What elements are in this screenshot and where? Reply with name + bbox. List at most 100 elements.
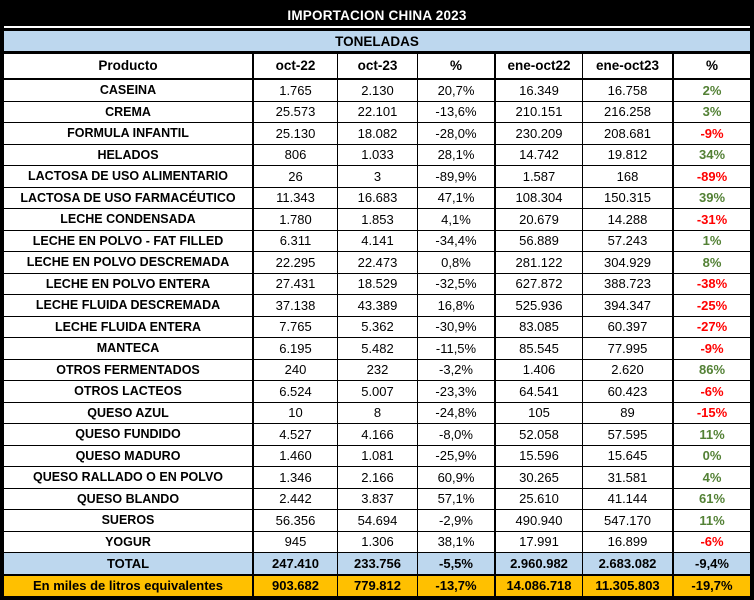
ytd-change-value: 11% <box>699 512 725 528</box>
cell-value: -19,7% <box>691 578 733 594</box>
cell-value: 22.295 <box>254 252 338 273</box>
ytd-change-value: 0% <box>702 448 722 464</box>
product-name: LECHE EN POLVO DESCREMADA <box>4 252 254 273</box>
product-name: FORMULA INFANTIL <box>4 123 254 144</box>
column-header: % <box>418 54 496 78</box>
ytd-change-value: 86% <box>698 362 726 378</box>
cell-value: 1.033 <box>338 144 418 165</box>
total-row: TOTAL 247.410 233.756 -5,5% 2.960.982 2.683.0… <box>4 553 750 574</box>
cell-value: 10 <box>254 402 338 423</box>
table-row: QUESO FUNDIDO 4.527 4.166 -8,0% 52.058 57.595… <box>4 424 750 446</box>
table-row: QUESO MADURO 1.460 1.081 -25,9% 15.596 15.645… <box>4 445 750 467</box>
cell-value: 2.683.082 <box>583 553 674 574</box>
cell-value: 6.524 <box>254 381 338 402</box>
cell-value: 105 <box>496 402 583 423</box>
cell-value: -9,4% <box>695 555 729 571</box>
cell-value: 240 <box>254 359 338 380</box>
cell-value: 281.122 <box>496 252 583 273</box>
cell-value: 20,7% <box>418 80 496 101</box>
cell-value: -34,4% <box>418 230 496 251</box>
cell-value: -3,2% <box>418 359 496 380</box>
cell-value: 6.311 <box>254 230 338 251</box>
ytd-change-value: 1% <box>702 233 722 249</box>
cell-value: 57.243 <box>583 230 674 251</box>
product-name: YOGUR <box>4 531 254 552</box>
row-label: TOTAL <box>4 553 254 574</box>
cell-value: 304.929 <box>583 252 674 273</box>
cell-value: 1.346 <box>254 467 338 488</box>
cell-value: 8 <box>338 402 418 423</box>
cell-value: 60,9% <box>418 467 496 488</box>
product-name: MANTECA <box>4 338 254 359</box>
cell-value: 779.812 <box>338 575 418 596</box>
cell-value: 56.889 <box>496 230 583 251</box>
column-header: % <box>705 58 718 74</box>
cell-value: 26 <box>254 166 338 187</box>
cell-value: 16.899 <box>583 531 674 552</box>
product-name: LACTOSA DE USO ALIMENTARIO <box>4 166 254 187</box>
cell-value: 56.356 <box>254 510 338 531</box>
table-row: OTROS LACTEOS 6.524 5.007 -23,3% 64.541 60.42… <box>4 381 750 403</box>
product-name: QUESO RALLADO O EN POLVO <box>4 467 254 488</box>
cell-value: 7.765 <box>254 316 338 337</box>
cell-value: 14.288 <box>583 209 674 230</box>
product-name: QUESO BLANDO <box>4 488 254 509</box>
cell-value: -30,9% <box>418 316 496 337</box>
footer-row: En miles de litros equivalentes 903.682 77… <box>4 573 750 596</box>
cell-value: 28,1% <box>418 144 496 165</box>
table-subtitle: TONELADAS <box>4 28 750 54</box>
ytd-change-value: 4% <box>702 469 722 485</box>
ytd-change-value: -6% <box>700 383 724 399</box>
cell-value: 1.587 <box>496 166 583 187</box>
table-row: LECHE FLUIDA DESCREMADA 37.138 43.389 16,8%… <box>4 295 750 317</box>
cell-value: 64.541 <box>496 381 583 402</box>
cell-value: 18.529 <box>338 273 418 294</box>
cell-value: 19.812 <box>583 144 674 165</box>
cell-value: 490.940 <box>496 510 583 531</box>
row-label: En miles de litros equivalentes <box>4 575 254 596</box>
cell-value: 15.645 <box>583 445 674 466</box>
cell-value: 25.130 <box>254 123 338 144</box>
cell-value: -25,9% <box>418 445 496 466</box>
product-name: OTROS FERMENTADOS <box>4 359 254 380</box>
cell-value: 18.082 <box>338 123 418 144</box>
cell-value: 5.482 <box>338 338 418 359</box>
cell-value: 11.305.803 <box>583 575 674 596</box>
cell-value: 230.209 <box>496 123 583 144</box>
cell-value: -13,7% <box>418 575 496 596</box>
table-title: IMPORTACION CHINA 2023 <box>4 4 750 28</box>
cell-value: 60.397 <box>583 316 674 337</box>
ytd-change-value: 34% <box>698 147 726 163</box>
cell-value: 6.195 <box>254 338 338 359</box>
cell-value: 20.679 <box>496 209 583 230</box>
cell-value: 14.742 <box>496 144 583 165</box>
cell-value: 4.141 <box>338 230 418 251</box>
ytd-change-value: -15% <box>696 405 728 421</box>
cell-value: 38,1% <box>418 531 496 552</box>
cell-value: 2.442 <box>254 488 338 509</box>
table-row: LACTOSA DE USO ALIMENTARIO 26 3 -89,9% 1.587… <box>4 166 750 188</box>
cell-value: 1.406 <box>496 359 583 380</box>
cell-value: 57,1% <box>418 488 496 509</box>
cell-value: 60.423 <box>583 381 674 402</box>
cell-value: 2.166 <box>338 467 418 488</box>
cell-value: 806 <box>254 144 338 165</box>
table-row: HELADOS 806 1.033 28,1% 14.742 19.812 34% <box>4 144 750 166</box>
cell-value: 150.315 <box>583 187 674 208</box>
product-name: LECHE CONDENSADA <box>4 209 254 230</box>
cell-value: 25.610 <box>496 488 583 509</box>
product-name: LACTOSA DE USO FARMACÉUTICO <box>4 187 254 208</box>
cell-value: 52.058 <box>496 424 583 445</box>
table-row: FORMULA INFANTIL 25.130 18.082 -28,0% 230.20… <box>4 123 750 145</box>
cell-value: 57.595 <box>583 424 674 445</box>
table-row: MANTECA 6.195 5.482 -11,5% 85.545 77.995 -9% <box>4 338 750 360</box>
ytd-change-value: -9% <box>700 125 724 141</box>
cell-value: 394.347 <box>583 295 674 316</box>
cell-value: 945 <box>254 531 338 552</box>
cell-value: 17.991 <box>496 531 583 552</box>
table-row: QUESO AZUL 10 8 -24,8% 105 89 -15% <box>4 402 750 424</box>
cell-value: 627.872 <box>496 273 583 294</box>
cell-value: 1.853 <box>338 209 418 230</box>
cell-value: 25.573 <box>254 101 338 122</box>
cell-value: 15.596 <box>496 445 583 466</box>
